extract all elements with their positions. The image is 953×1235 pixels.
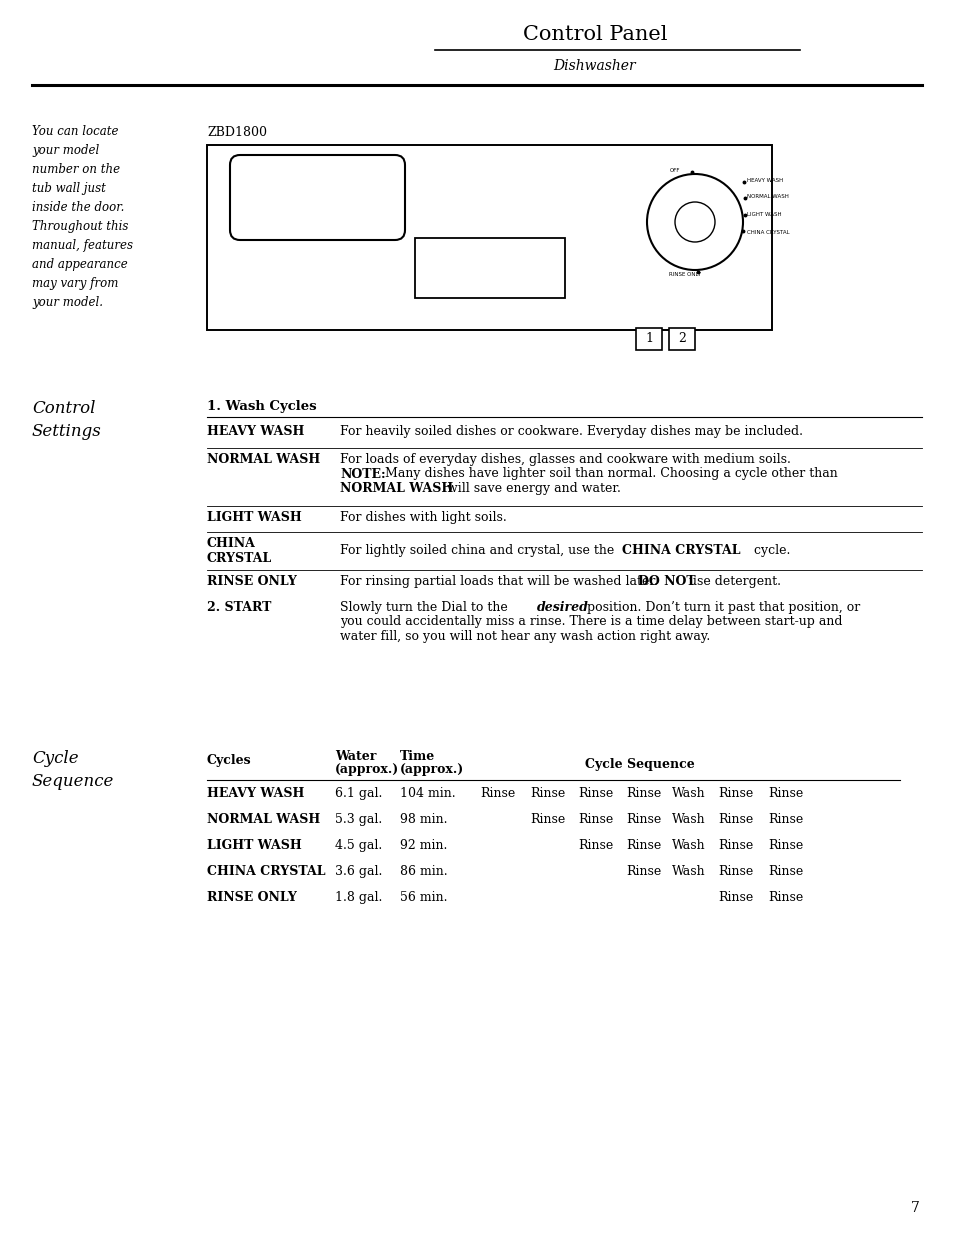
Text: DO NOT: DO NOT [638,576,695,588]
Text: Rinse: Rinse [578,839,613,852]
Text: Rinse: Rinse [767,787,802,800]
Text: OFF: OFF [669,168,679,173]
Text: NOTE:: NOTE: [339,468,385,480]
Text: you could accidentally miss a rinse. There is a time delay between start-up and: you could accidentally miss a rinse. The… [339,615,841,629]
Text: CHINA CRYSTAL: CHINA CRYSTAL [746,230,789,235]
Text: Rinse: Rinse [625,864,660,878]
Text: 2. START: 2. START [207,601,271,614]
Text: Wash: Wash [671,813,705,826]
FancyBboxPatch shape [230,156,405,240]
Text: position. Don’t turn it past that position, or: position. Don’t turn it past that positi… [582,601,860,614]
Text: Rinse: Rinse [718,839,753,852]
Text: CHINA CRYSTAL: CHINA CRYSTAL [621,545,740,557]
Text: You can locate
your model
number on the
tub wall just
inside the door.
Throughou: You can locate your model number on the … [32,125,132,309]
Text: use detergent.: use detergent. [684,576,781,588]
Text: (approx.): (approx.) [399,763,464,776]
Text: Control
Settings: Control Settings [32,400,102,441]
Text: For loads of everyday dishes, glasses and cookware with medium soils.: For loads of everyday dishes, glasses an… [339,453,790,466]
Text: Cycle Sequence: Cycle Sequence [584,758,694,771]
Text: 7: 7 [910,1200,919,1215]
Text: Rinse: Rinse [530,787,565,800]
Text: 1: 1 [644,332,652,346]
Text: Rinse: Rinse [479,787,515,800]
Text: Slowly turn the Dial to the: Slowly turn the Dial to the [339,601,511,614]
Text: desired: desired [537,601,588,614]
Text: CHINA CRYSTAL: CHINA CRYSTAL [207,864,325,878]
Text: RINSE ONLY: RINSE ONLY [668,272,700,277]
Text: Control Panel: Control Panel [522,26,666,44]
Text: (approx.): (approx.) [335,763,399,776]
Text: will save energy and water.: will save energy and water. [442,482,620,495]
Text: 1.8 gal.: 1.8 gal. [335,890,382,904]
Text: 104 min.: 104 min. [399,787,456,800]
Text: Rinse: Rinse [767,864,802,878]
Text: 1. Wash Cycles: 1. Wash Cycles [207,400,316,412]
Text: For lightly soiled china and crystal, use the: For lightly soiled china and crystal, us… [339,545,618,557]
Text: LIGHT WASH: LIGHT WASH [207,511,301,524]
Text: RINSE ONLY: RINSE ONLY [207,890,296,904]
Text: CRYSTAL: CRYSTAL [207,552,272,564]
Text: 86 min.: 86 min. [399,864,447,878]
Text: Dishwasher: Dishwasher [553,59,636,73]
Text: RINSE ONLY: RINSE ONLY [207,576,296,588]
Text: Wash: Wash [671,787,705,800]
Text: Rinse: Rinse [578,813,613,826]
Bar [636,329,661,350]
Text: Many dishes have lighter soil than normal. Choosing a cycle other than: Many dishes have lighter soil than norma… [380,468,837,480]
Text: Cycle
Sequence: Cycle Sequence [32,750,114,790]
Text: 98 min.: 98 min. [399,813,447,826]
Text: Cycles: Cycles [207,755,252,767]
Text: Wash: Wash [671,864,705,878]
Text: 2: 2 [678,332,685,346]
Text: HEAVY WASH: HEAVY WASH [207,425,304,438]
Bar [668,329,695,350]
Text: 56 min.: 56 min. [399,890,447,904]
Text: Rinse: Rinse [718,890,753,904]
Text: Rinse: Rinse [767,890,802,904]
Text: NORMAL WASH: NORMAL WASH [207,813,320,826]
Text: For dishes with light soils.: For dishes with light soils. [339,511,506,524]
Text: Rinse: Rinse [530,813,565,826]
Text: 92 min.: 92 min. [399,839,447,852]
Text: 6.1 gal.: 6.1 gal. [335,787,382,800]
Text: LIGHT WASH: LIGHT WASH [746,211,781,216]
Text: Rinse: Rinse [718,864,753,878]
Text: Rinse: Rinse [767,813,802,826]
Text: NORMAL WASH: NORMAL WASH [339,482,453,495]
Text: CHINA: CHINA [207,537,255,550]
Text: HEAVY WASH: HEAVY WASH [746,178,782,183]
Text: Rinse: Rinse [718,813,753,826]
Text: Rinse: Rinse [767,839,802,852]
Bar [415,238,564,298]
Text: NORMAL WASH: NORMAL WASH [207,453,320,466]
Text: 3.6 gal.: 3.6 gal. [335,864,382,878]
Text: Rinse: Rinse [578,787,613,800]
Text: 4.5 gal.: 4.5 gal. [335,839,382,852]
Text: Time: Time [399,750,435,763]
Text: Rinse: Rinse [625,813,660,826]
Text: For heavily soiled dishes or cookware. Everyday dishes may be included.: For heavily soiled dishes or cookware. E… [339,425,802,438]
Text: Rinse: Rinse [625,839,660,852]
Text: 5.3 gal.: 5.3 gal. [335,813,382,826]
Text: Water: Water [335,750,376,763]
Text: NORMAL WASH: NORMAL WASH [746,194,788,199]
Text: Rinse: Rinse [625,787,660,800]
Text: ZBD1800: ZBD1800 [207,126,267,140]
Bar [207,144,771,330]
Text: HEAVY WASH: HEAVY WASH [207,787,304,800]
Text: For rinsing partial loads that will be washed later.: For rinsing partial loads that will be w… [339,576,661,588]
Text: Rinse: Rinse [718,787,753,800]
Text: cycle.: cycle. [749,545,789,557]
Text: Wash: Wash [671,839,705,852]
Text: water fill, so you will not hear any wash action right away.: water fill, so you will not hear any was… [339,630,709,643]
Text: LIGHT WASH: LIGHT WASH [207,839,301,852]
